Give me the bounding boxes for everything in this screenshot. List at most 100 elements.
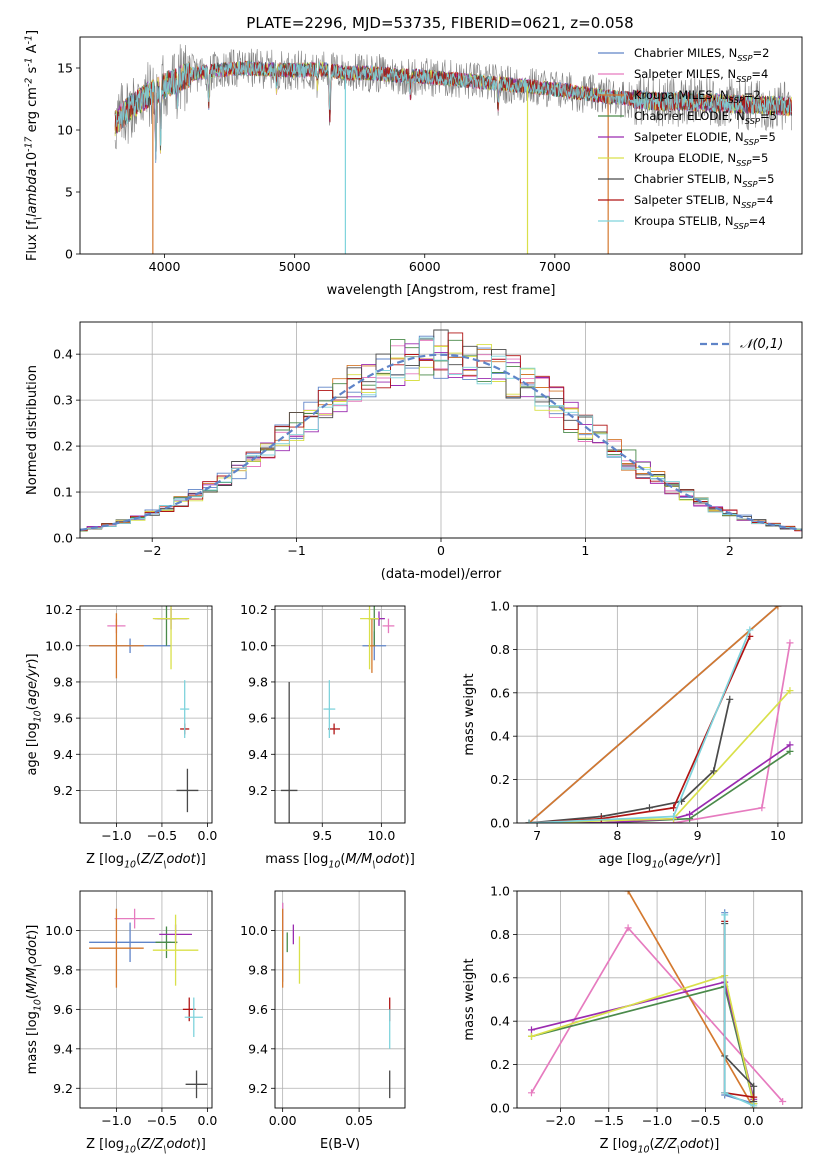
x-tick-label: −1.5 (594, 1113, 624, 1128)
x-axis-label: (data-model)/error (381, 567, 502, 582)
x-tick-label: 5000 (279, 259, 311, 274)
spectrum-panel: 4000 5000 6000 7000 8000 0 5 10 15 wavelength [An… (23, 30, 803, 298)
x-tick-label: −0.5 (147, 1113, 177, 1128)
x-tick-label: 0.00 (269, 1113, 297, 1128)
error-bar-point (89, 908, 144, 988)
x-tick-label: 0.0 (198, 828, 218, 843)
x-tick-label: 10 (770, 828, 786, 843)
legend-entry: Salpeter MILES, NSSP=4 (634, 67, 768, 84)
legend-entry: Chabrier ELODIE, NSSP=5 (634, 109, 777, 126)
x-tick-label: 9.5 (312, 828, 332, 843)
x-tick-label: 7 (533, 828, 541, 843)
y-tick-label: 0.6 (490, 970, 510, 985)
x-tick-label: −2.0 (545, 1113, 575, 1128)
age-vs-mass-frame (274, 605, 406, 824)
weight-line (531, 981, 755, 1100)
y-tick-label: 10.0 (45, 923, 73, 938)
error-bar-point (382, 618, 395, 634)
x-tick-label: 0.05 (345, 1113, 373, 1128)
weight-marker (597, 815, 605, 823)
weight-marker (686, 810, 694, 818)
y-tick-label: 0.0 (53, 531, 73, 546)
error-bar-point (323, 680, 336, 739)
weight-line (723, 914, 755, 1107)
y-tick-label: 0.0 (490, 1101, 510, 1116)
weight-marker (527, 1026, 535, 1034)
y-tick-label: 9.8 (248, 962, 268, 977)
weight-marker (786, 747, 794, 755)
y-tick-label: 10.2 (240, 602, 268, 617)
residuals-panel: −2 −1 0 1 2 0.0 0.1 0.2 0.3 0.4 (data-model)/error… (25, 321, 803, 582)
weight-vs-Z-plot-area (527, 891, 787, 1108)
y-tick-label: 9.4 (248, 747, 268, 762)
weight-marker (710, 767, 718, 775)
x-tick-label: 6000 (409, 259, 441, 274)
spectrum-legend: Chabrier MILES, NSSP=2 Salpeter MILES, NS… (598, 46, 777, 231)
residuals-legend: 𝒩(0,1) (700, 337, 783, 352)
weight-line (531, 974, 755, 1104)
x-tick-label: −1.0 (101, 1113, 131, 1128)
weight-vs-Z-panel: −2.0 −1.5 −1.0 −0.5 0.0 0.0 0.2 0.4 0.6 0.8 1.0 Z [… (462, 884, 803, 1156)
y-tick-label: 15 (57, 61, 73, 76)
age-vs-mass-panel: 9.5 10.0 9.2 9.4 9.6 9.8 10.0 10.2 mass [log10(M… (240, 602, 415, 871)
x-axis-label: Z [log10(Z/Z\odot)] (86, 852, 206, 871)
weight-marker (670, 804, 678, 812)
error-bar-point (328, 723, 340, 735)
x-tick-label: −1.0 (101, 828, 131, 843)
weight-line (529, 642, 791, 823)
age-vs-Z-frame (79, 605, 213, 824)
x-tick-label: 8000 (669, 259, 701, 274)
mass-vs-EBV-panel: 0.00 0.05 9.2 9.4 9.6 9.8 10.0 E(B-V) (240, 890, 406, 1152)
weight-vs-age-plot-area (525, 606, 794, 823)
weight-line (529, 744, 791, 823)
y-axis-label: mass [log10(M/M\odot)] (25, 925, 44, 1075)
legend-entry: Chabrier STELIB, NSSP=5 (634, 172, 774, 189)
weight-marker (527, 1032, 535, 1040)
spectrum-model-line (114, 60, 792, 162)
weight-marker (527, 1089, 535, 1097)
spectrum-plot-area (114, 44, 792, 254)
y-axis-label: Normed distribution (25, 365, 40, 495)
weight-line (528, 606, 779, 823)
legend-entry: Kroupa ELODIE, NSSP=5 (634, 151, 768, 168)
gaussian-curve (80, 353, 802, 531)
legend-entry: Kroupa MILES, NSSP=2 (634, 88, 761, 105)
x-tick-label: −0.5 (147, 828, 177, 843)
age-vs-Z-panel: −1.0 −0.5 0.0 9.2 9.4 9.6 9.8 10.0 10.2 Z [log10(… (25, 602, 218, 871)
y-tick-label: 9.6 (248, 1002, 268, 1017)
y-tick-label: 9.6 (53, 1002, 73, 1017)
y-tick-label: 0.4 (490, 1014, 510, 1029)
x-axis-label: Z [log10(Z/Z\odot)] (86, 1137, 206, 1156)
weight-vs-age-panel: 7 8 9 10 0.0 0.2 0.4 0.6 0.8 1.0 age [log10(age/yr… (462, 599, 803, 871)
x-axis-label: mass [log10(M/M\odot)] (265, 852, 415, 871)
weight-vs-age-frame (516, 605, 803, 824)
x-tick-label: 0.0 (198, 1113, 218, 1128)
spectrum-frame (79, 36, 803, 255)
error-bar-point (280, 681, 298, 823)
x-tick-label: 1 (581, 543, 589, 558)
y-tick-label: 9.4 (248, 1041, 268, 1056)
weight-marker (721, 1089, 729, 1097)
error-bar-point (176, 768, 199, 813)
y-tick-label: 1.0 (490, 884, 510, 899)
x-axis-label: E(B-V) (320, 1137, 360, 1152)
y-tick-label: 5 (65, 185, 73, 200)
y-tick-label: 0.0 (490, 816, 510, 831)
weight-marker (624, 924, 632, 932)
y-tick-label: 1.0 (490, 599, 510, 614)
y-tick-label: 0.4 (53, 347, 73, 362)
weight-marker (750, 1093, 758, 1101)
y-tick-label: 0.6 (490, 685, 510, 700)
y-tick-label: 0.1 (53, 485, 73, 500)
weight-marker (525, 819, 533, 823)
x-tick-label: −1.0 (642, 1113, 672, 1128)
x-tick-label: 0.0 (744, 1113, 764, 1128)
error-bar-point (180, 680, 190, 739)
y-tick-label: 9.8 (53, 674, 73, 689)
legend-entry: Kroupa STELIB, NSSP=4 (634, 214, 766, 231)
y-tick-label: 10.0 (45, 638, 73, 653)
weight-marker (774, 606, 782, 610)
y-tick-label: 0 (65, 247, 73, 262)
y-tick-label: 0.8 (490, 927, 510, 942)
